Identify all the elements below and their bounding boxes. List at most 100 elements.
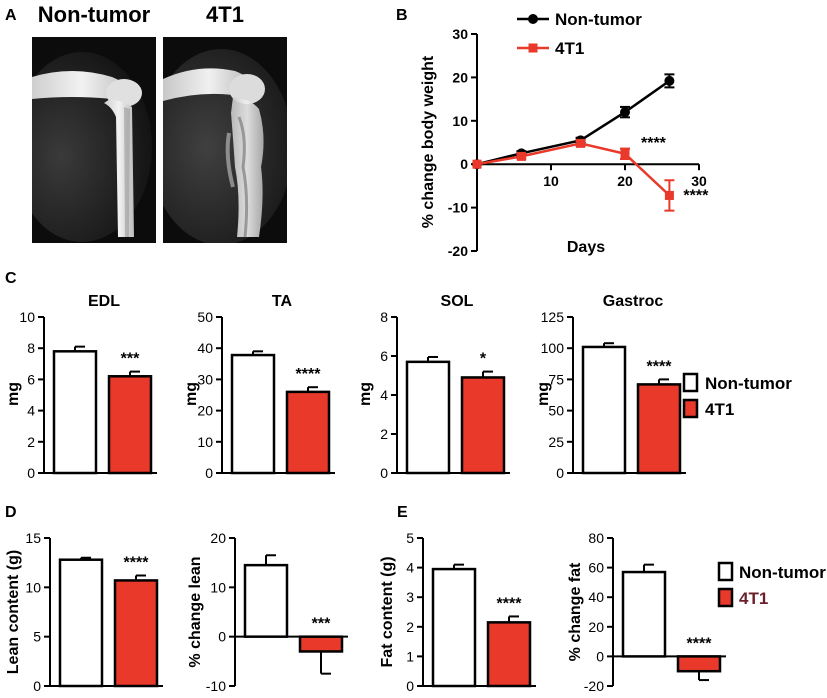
C-Gastroc-y-tick-label: 25	[548, 434, 564, 450]
C-SOL-bar-non-tumor	[407, 362, 449, 473]
D-lean-y-tick-label: 15	[25, 530, 41, 546]
E-fat-y-tick-label: 1	[406, 648, 414, 664]
E-fat-change-y-tick-label: 40	[588, 589, 604, 605]
C-TA-y-label: mg	[183, 382, 200, 406]
legend-e-swatch-4t1	[719, 589, 732, 606]
C-Gastroc-y-tick-label: 125	[541, 309, 565, 325]
C-SOL-y-tick-label: 6	[380, 348, 388, 364]
legend-c: Non-tumor 4T1	[684, 374, 792, 419]
E-fat-change-y-label: % change fat	[567, 562, 584, 661]
C-Gastroc-y-tick-label: 0	[556, 465, 564, 481]
bar-chart-fat-change: -20 0 20 40 60 80% change fat ****	[567, 530, 726, 694]
b-legend-marker-non-tumor	[528, 14, 538, 24]
legend-c-label-non-tumor: Non-tumor	[705, 374, 792, 393]
E-fat-y-tick-label: 5	[406, 530, 414, 546]
b-point-4t1	[665, 191, 674, 200]
b-point-4t1	[621, 149, 630, 158]
C-EDL-bar-4t1	[109, 376, 151, 473]
D-lean-bar-4t1	[115, 580, 157, 686]
E-fat-y-tick-label: 3	[406, 589, 414, 605]
E-fat-change-y-tick-label: -20	[584, 678, 604, 694]
panel-letter-c: C	[5, 270, 17, 287]
E-fat-y-tick-label: 4	[406, 560, 414, 576]
C-TA-title: TA	[272, 293, 293, 310]
E-fat-significance: ****	[497, 595, 523, 612]
b-significance: ****	[683, 187, 709, 204]
D-lean-change-y-tick-label: 10	[210, 579, 226, 595]
b-point-4t1	[473, 160, 482, 169]
D-lean-change-significance: ***	[312, 616, 331, 633]
C-SOL-y-tick-label: 4	[380, 387, 388, 403]
b-y-tick-label: -20	[448, 243, 468, 259]
C-EDL-y-tick-label: 10	[19, 309, 35, 325]
legend-c-label-4t1: 4T1	[705, 400, 734, 419]
C-Gastroc-bar-non-tumor	[583, 347, 625, 473]
legend-e-label-non-tumor: Non-tumor	[739, 563, 826, 582]
D-lean-change-y-tick-label: -10	[206, 678, 226, 694]
b-legend-label-4t1: 4T1	[555, 39, 584, 58]
D-lean-y-tick-label: 0	[33, 678, 41, 694]
bar-chart-fat-content: 0 1 2 3 4 5 Fat content (g) ****	[379, 530, 536, 694]
line-chart-body-weight: -20-10010203010 20 30Days% change body wei…	[420, 10, 709, 259]
b-y-label: % change body weight	[420, 55, 437, 228]
C-EDL-bar-non-tumor	[54, 351, 96, 473]
D-lean-change-y-label: % change lean	[187, 556, 204, 667]
D-lean-y-tick-label: 5	[33, 629, 41, 645]
D-lean-change-bar-4t1	[300, 637, 342, 652]
b-point-4t1	[517, 152, 526, 161]
C-TA-bar-non-tumor	[232, 355, 274, 473]
legend-c-swatch-4t1	[684, 400, 697, 417]
b-legend-marker-4t1	[529, 44, 538, 53]
C-SOL-significance: *	[480, 351, 487, 368]
C-Gastroc-y-label: mg	[535, 382, 552, 406]
D-lean-significance: ****	[124, 554, 150, 571]
figure: A B C D E Non-tumor 4T1 -20-10010203010 2…	[0, 0, 827, 698]
C-Gastroc-y-tick-label: 100	[541, 340, 565, 356]
legend-e-label-4t1: 4T1	[739, 589, 768, 608]
C-TA-y-tick-label: 10	[197, 434, 213, 450]
C-SOL-y-tick-label: 8	[380, 309, 388, 325]
b-x-tick-label: 10	[543, 173, 559, 189]
E-fat-bar-4t1	[488, 622, 530, 686]
C-SOL-bar-4t1	[462, 377, 504, 473]
D-lean-y-tick-label: 10	[25, 579, 41, 595]
C-EDL-y-label: mg	[5, 382, 22, 406]
C-SOL-title: SOL	[441, 293, 474, 310]
C-SOL-y-label: mg	[357, 382, 374, 406]
bar-chart-gastroc: 0 25 50 75 100 125 Gastroc mg ****	[535, 293, 686, 481]
b-y-tick-label: 30	[452, 26, 468, 42]
E-fat-change-y-tick-label: 60	[588, 560, 604, 576]
bar-chart-sol: 0 2 4 6 8 SOL mg *	[357, 293, 510, 481]
b-point-non-tumor	[620, 107, 630, 117]
bar-chart-edl: 0246810EDLmg***	[5, 293, 157, 481]
E-fat-change-y-tick-label: 0	[596, 648, 604, 664]
legend-e: Non-tumor 4T1	[719, 563, 826, 608]
xray-label-4t1: 4T1	[206, 2, 244, 27]
C-SOL-y-tick-label: 0	[380, 465, 388, 481]
C-Gastroc-bar-4t1	[638, 384, 680, 473]
C-TA-y-tick-label: 0	[205, 465, 213, 481]
b-point-non-tumor	[664, 76, 674, 86]
E-fat-y-tick-label: 2	[406, 619, 414, 635]
C-EDL-y-tick-label: 6	[27, 371, 35, 387]
C-EDL-y-tick-label: 2	[27, 434, 35, 450]
E-fat-change-significance: ****	[687, 635, 713, 652]
E-fat-y-tick-label: 0	[406, 678, 414, 694]
C-TA-bar-4t1	[287, 392, 329, 473]
b-x-tick-label: 20	[617, 173, 633, 189]
E-fat-bar-non-tumor	[433, 569, 475, 686]
b-significance: ****	[641, 135, 667, 152]
b-legend-label-non-tumor: Non-tumor	[555, 10, 642, 29]
b-y-tick-label: 20	[452, 69, 468, 85]
C-Gastroc-title: Gastroc	[603, 293, 664, 310]
bar-chart-lean-change: -10 0 10 20 % change lean ***	[187, 530, 348, 694]
legend-e-swatch-non-tumor	[719, 563, 732, 580]
D-lean-change-bar-non-tumor	[245, 565, 287, 637]
E-fat-change-y-tick-label: 80	[588, 530, 604, 546]
panel-letter-e: E	[397, 504, 408, 521]
C-EDL-significance: ***	[121, 351, 140, 368]
legend-c-swatch-non-tumor	[684, 374, 697, 391]
D-lean-y-label: Lean content (g)	[5, 550, 22, 674]
b-y-tick-label: 0	[460, 156, 468, 172]
